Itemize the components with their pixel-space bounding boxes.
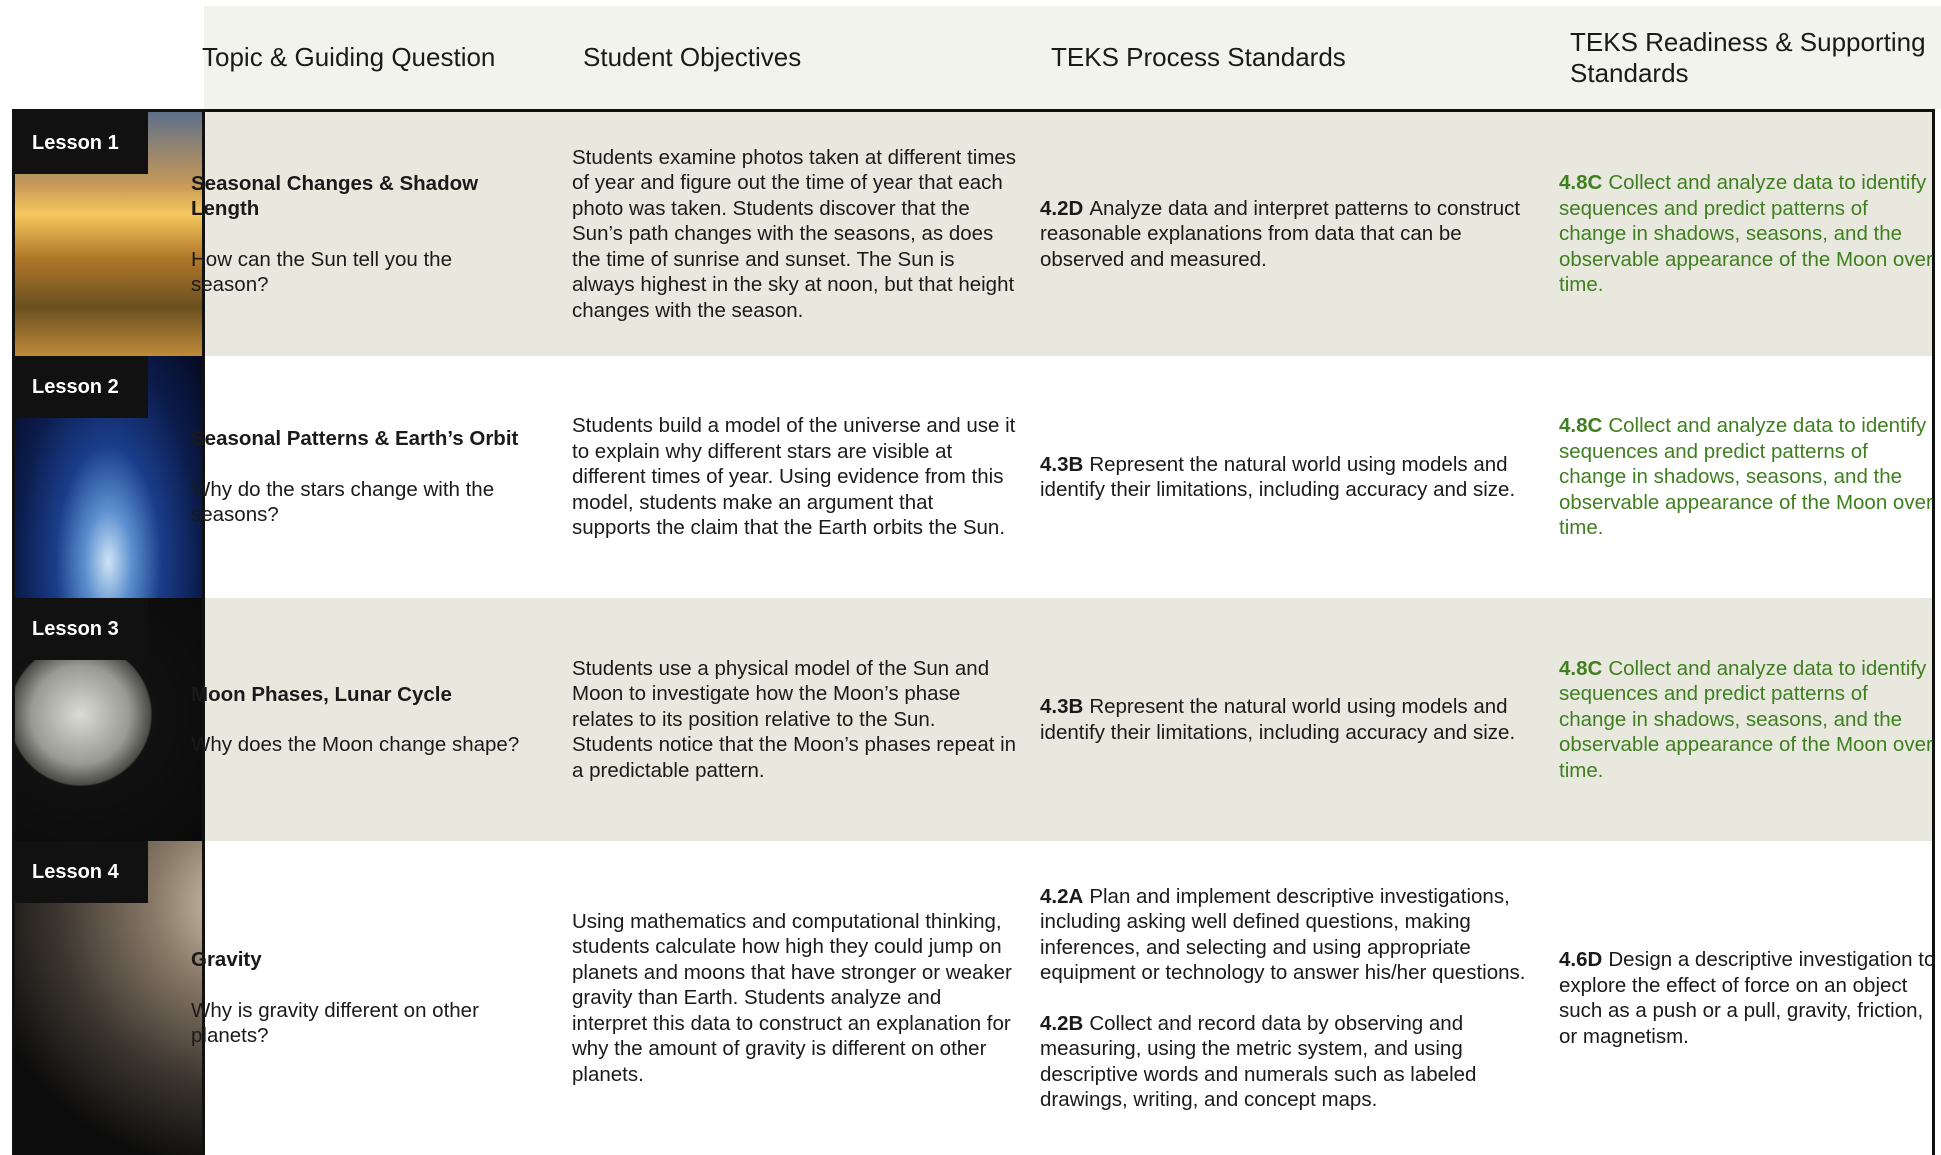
- standard-code: 4.2A: [1040, 884, 1084, 908]
- standard-code: 4.8C: [1559, 171, 1603, 195]
- table-header: Topic & Guiding Question Student Objectiv…: [202, 6, 1941, 109]
- standard: 4.8C Collect and analyze data to identify…: [1559, 656, 1939, 784]
- guiding-question: Why does the Moon change shape?: [191, 733, 520, 756]
- objectives-cell: Using mathematics and computational thin…: [572, 841, 1017, 1155]
- column-header: Topic & Guiding Question: [202, 42, 496, 72]
- column-header: Student Objectives: [583, 42, 802, 72]
- lesson-image: Lesson 3: [15, 598, 205, 841]
- standard: 4.2D Analyze data and interpret patterns …: [1040, 196, 1530, 273]
- column-header: TEKS Process Standards: [1051, 42, 1346, 72]
- topic: Seasonal Patterns & Earth’s Orbit: [191, 427, 519, 451]
- topic: Gravity: [191, 948, 262, 972]
- readiness-cell: 4.8C Collect and analyze data to identify…: [1559, 598, 1939, 841]
- standard-text: Represent the natural world using models…: [1040, 452, 1516, 502]
- lesson-row: Lesson 1 Seasonal Changes & Shadow Length…: [15, 112, 1933, 356]
- standard-code: 4.2B: [1040, 1011, 1084, 1035]
- guiding-question: Why do the stars change with the seasons…: [191, 477, 495, 527]
- standard: 4.3B Represent the natural world using mo…: [1040, 694, 1530, 745]
- topic-cell: Seasonal Changes & Shadow Length How can …: [191, 112, 521, 356]
- standard-text: Collect and analyze data to identify seq…: [1559, 171, 1933, 297]
- standard-code: 4.8C: [1559, 414, 1603, 438]
- lesson-row: Lesson 3 Moon Phases, Lunar Cycle Why does…: [15, 598, 1933, 841]
- standard-text: Represent the natural world using models…: [1040, 695, 1516, 744]
- topic: Moon Phases, Lunar Cycle: [191, 682, 452, 706]
- objectives: Students examine photos taken at differe…: [572, 145, 1017, 322]
- lesson-label: Lesson 4: [15, 841, 148, 903]
- objectives: Using mathematics and computational thin…: [572, 909, 1012, 1086]
- guiding-question: How can the Sun tell you the season?: [191, 247, 452, 297]
- standard: 4.8C Collect and analyze data to identify…: [1559, 413, 1939, 541]
- lesson-label: Lesson 3: [15, 598, 148, 660]
- standard: 4.3B Represent the natural world using mo…: [1040, 452, 1530, 503]
- topic: Seasonal Changes & Shadow Length: [191, 171, 479, 221]
- lesson-image: Lesson 1: [15, 112, 205, 356]
- standard: 4.2B Collect and record data by observing…: [1040, 1011, 1530, 1113]
- standard-code: 4.6D: [1559, 948, 1603, 971]
- standard-text: Design a descriptive investigation to ex…: [1559, 948, 1936, 1048]
- standard-text: Collect and analyze data to identify seq…: [1559, 656, 1933, 782]
- lesson-image: Lesson 4: [15, 841, 205, 1155]
- standard: 4.6D Design a descriptive investigation t…: [1559, 947, 1939, 1049]
- topic-cell: Gravity Why is gravity different on other…: [191, 841, 521, 1155]
- standard: 4.2A Plan and implement descriptive inves…: [1040, 884, 1530, 986]
- standard-code: 4.3B: [1040, 452, 1084, 476]
- readiness-cell: 4.6D Design a descriptive investigation t…: [1559, 841, 1939, 1155]
- objectives: Students use a physical model of the Sun…: [572, 656, 1017, 782]
- lesson-row: Lesson 4 Gravity Why is gravity different …: [15, 841, 1935, 1155]
- lesson-label: Lesson 1: [15, 112, 148, 174]
- standard-text: Collect and analyze data to identify seq…: [1559, 414, 1933, 540]
- table-body: Lesson 1 Seasonal Changes & Shadow Length…: [12, 109, 1935, 1155]
- objectives-cell: Students examine photos taken at differe…: [572, 112, 1017, 356]
- standard-code: 4.3B: [1040, 695, 1084, 718]
- standard-text: Analyze data and interpret patterns to c…: [1040, 196, 1521, 271]
- readiness-cell: 4.8C Collect and analyze data to identify…: [1559, 112, 1939, 356]
- process-cell: 4.2A Plan and implement descriptive inves…: [1040, 841, 1530, 1155]
- process-cell: 4.3B Represent the natural world using mo…: [1040, 598, 1530, 841]
- topic-cell: Seasonal Patterns & Earth’s Orbit Why do …: [191, 356, 521, 598]
- standard-text: Plan and implement descriptive investiga…: [1040, 884, 1526, 985]
- process-cell: 4.2D Analyze data and interpret patterns …: [1040, 112, 1530, 356]
- readiness-cell: 4.8C Collect and analyze data to identify…: [1559, 356, 1939, 598]
- lesson-label: Lesson 2: [15, 356, 148, 418]
- objectives-cell: Students use a physical model of the Sun…: [572, 598, 1017, 841]
- objectives-cell: Students build a model of the universe a…: [572, 356, 1017, 598]
- standard-text: Collect and record data by observing and…: [1040, 1011, 1477, 1112]
- column-header: TEKS Readiness & Supporting Standards: [1570, 26, 1926, 88]
- process-cell: 4.3B Represent the natural world using mo…: [1040, 356, 1530, 598]
- standard: 4.8C Collect and analyze data to identify…: [1559, 170, 1939, 298]
- standard-code: 4.2D: [1040, 196, 1084, 220]
- guiding-question: Why is gravity different on other planet…: [191, 998, 479, 1048]
- lesson-image: Lesson 2: [15, 356, 205, 598]
- topic-cell: Moon Phases, Lunar Cycle Why does the Moo…: [191, 598, 521, 841]
- objectives: Students build a model of the universe a…: [572, 414, 1016, 540]
- standard-code: 4.8C: [1559, 656, 1603, 680]
- lesson-row: Lesson 2 Seasonal Patterns & Earth’s Orbi…: [15, 356, 1933, 598]
